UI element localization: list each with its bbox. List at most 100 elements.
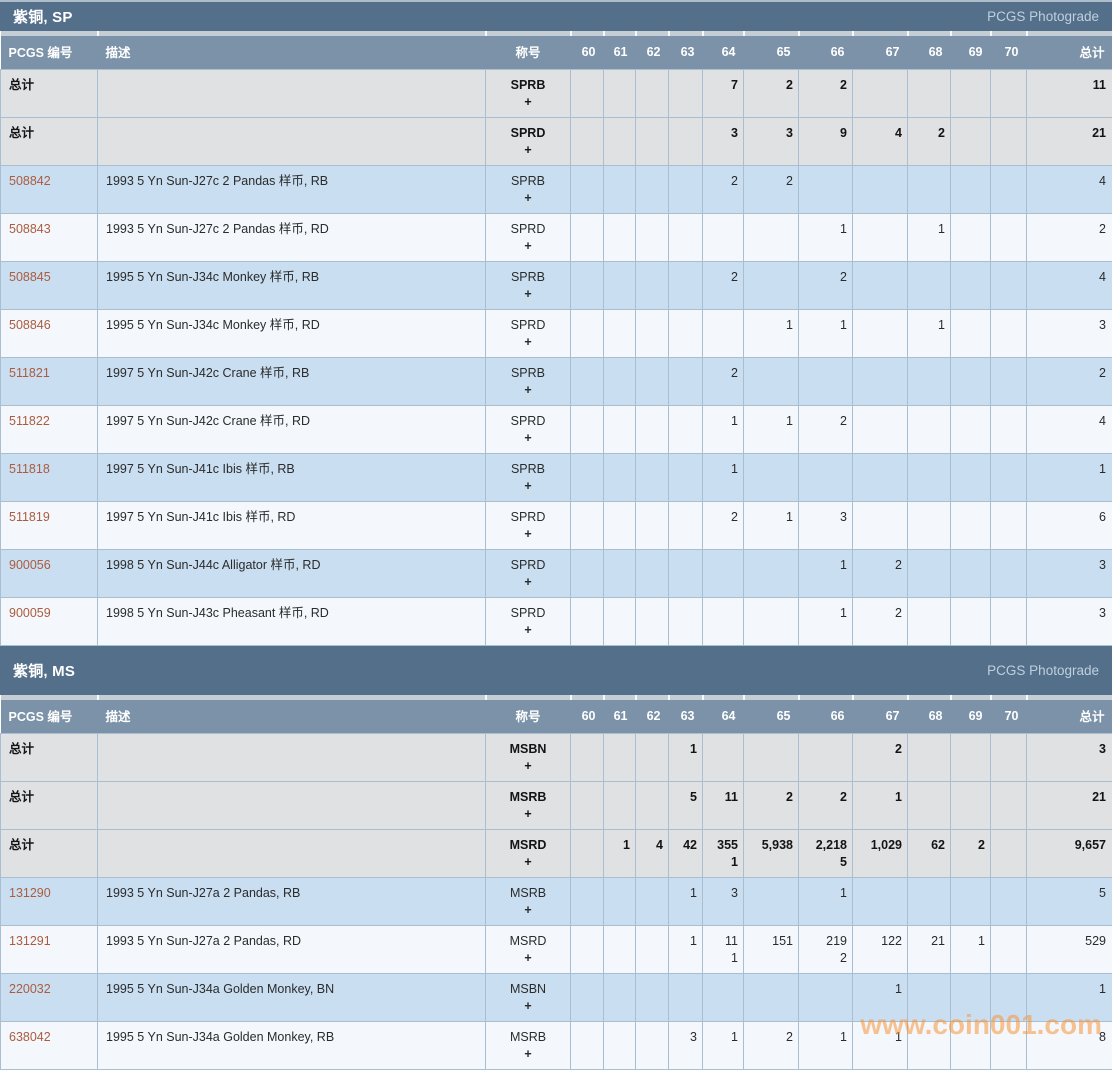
total-row-label: 总计: [9, 126, 34, 140]
table-row: 508845 1995 5 Yn Sun-J34c Monkey 样币, RB SP…: [1, 262, 1112, 310]
grade-count-cell: 7: [703, 70, 744, 118]
description-cell: [98, 782, 486, 830]
grade-count-cell: 1: [799, 310, 853, 358]
designation-label: SPRD: [511, 606, 546, 620]
grade-count-cell: [703, 598, 744, 646]
grade-count-cell: 2: [744, 782, 799, 830]
grade-count-cell: [604, 70, 636, 118]
pcgs-number-link[interactable]: 131291: [9, 934, 51, 948]
designation-label: SPRB: [511, 270, 545, 284]
pcgs-number-link[interactable]: 511818: [9, 462, 50, 476]
pcgs-number-cell: 900056: [1, 550, 98, 598]
pcgs-number-link[interactable]: 511821: [9, 366, 50, 380]
grade-count-cell: [853, 310, 908, 358]
column-header-pcgs-number: PCGS 编号: [1, 36, 98, 70]
designation-cell: MSRB+: [486, 782, 571, 830]
total-row-label: 总计: [9, 838, 34, 852]
grade-count-cell: [604, 878, 636, 926]
row-total-cell: 3: [1027, 310, 1112, 358]
grade-count-cell: [636, 118, 669, 166]
row-total-cell: 21: [1027, 118, 1112, 166]
row-total-cell: 3: [1027, 598, 1112, 646]
description-cell: [98, 734, 486, 782]
pcgs-number-link[interactable]: 511819: [9, 510, 50, 524]
description-cell: 1995 5 Yn Sun-J34c Monkey 样币, RB: [98, 262, 486, 310]
grade-count-cell: 1: [669, 926, 703, 974]
pcgs-number-link[interactable]: 508845: [9, 270, 51, 284]
grade-count-cell: 21: [908, 926, 951, 974]
pcgs-number-link[interactable]: 900056: [9, 558, 51, 572]
grade-count-cell: [991, 166, 1027, 214]
grade-count-cell: [636, 974, 669, 1022]
grade-count-cell: [604, 550, 636, 598]
pcgs-number-link[interactable]: 508842: [9, 174, 51, 188]
grade-count-cell: [908, 166, 951, 214]
grade-count-cell: [703, 310, 744, 358]
pcgs-number-link[interactable]: 511822: [9, 414, 50, 428]
pcgs-number-link[interactable]: 508843: [9, 222, 51, 236]
column-header-total: 总计: [1027, 36, 1112, 70]
pcgs-number-link[interactable]: 220032: [9, 982, 51, 996]
grade-count-cell: [799, 734, 853, 782]
grade-count-cell: [799, 166, 853, 214]
row-total-cell: 6: [1027, 502, 1112, 550]
designation-label: SPRD: [511, 126, 546, 140]
total-row-label: 总计: [9, 78, 34, 92]
pcgs-number-cell: 131291: [1, 926, 98, 974]
pcgs-number-cell: 总计: [1, 782, 98, 830]
description-cell: 1997 5 Yn Sun-J42c Crane 样币, RB: [98, 358, 486, 406]
grade-count-cell: 62: [908, 830, 951, 878]
grade-count-cell: [744, 734, 799, 782]
grade-count-cell: [744, 598, 799, 646]
grade-count-cell: 1: [799, 878, 853, 926]
designation-cell: SPRD+: [486, 310, 571, 358]
grade-count-value: 11: [711, 933, 738, 950]
grade-count-cell: [604, 406, 636, 454]
grade-count-cell: 3: [703, 878, 744, 926]
row-total-cell: 1: [1027, 974, 1112, 1022]
grade-count-cell: [951, 118, 991, 166]
grade-count-cell: [744, 454, 799, 502]
designation-cell: SPRB+: [486, 454, 571, 502]
column-header-description: 描述: [98, 700, 486, 734]
grade-count-cell: [604, 454, 636, 502]
pcgs-number-cell: 511819: [1, 502, 98, 550]
grade-count-cell: [853, 406, 908, 454]
column-header-grade-69: 69: [951, 36, 991, 70]
column-header-total: 总计: [1027, 700, 1112, 734]
pcgs-number-link[interactable]: 638042: [9, 1030, 51, 1044]
pcgs-number-link[interactable]: 131290: [9, 886, 51, 900]
pcgs-number-link[interactable]: 900059: [9, 606, 51, 620]
grade-count-cell: 1: [799, 214, 853, 262]
grade-count-cell: [604, 214, 636, 262]
description-cell: [98, 118, 486, 166]
designation-label: MSRD: [510, 934, 547, 948]
column-header-grade-61: 61: [604, 36, 636, 70]
grade-count-cell: [604, 782, 636, 830]
designation-label: MSBN: [510, 742, 547, 756]
grade-count-cell: [669, 502, 703, 550]
pcgs-number-cell: 508842: [1, 166, 98, 214]
designation-label: SPRB: [511, 366, 545, 380]
pcgs-number-link[interactable]: 508846: [9, 318, 51, 332]
grade-count-cell: [703, 214, 744, 262]
grade-count-cell: [703, 734, 744, 782]
grade-count-cell: 2: [744, 166, 799, 214]
designation-plus: +: [494, 526, 562, 543]
pcgs-number-cell: 508845: [1, 262, 98, 310]
grade-count-cell: [669, 310, 703, 358]
grade-count-value: 355: [711, 837, 738, 854]
grade-count-cell: [991, 262, 1027, 310]
grade-count-cell: 2: [951, 830, 991, 878]
row-total-cell: 21: [1027, 782, 1112, 830]
designation-label: SPRB: [511, 174, 545, 188]
grade-count-cell: [991, 598, 1027, 646]
designation-label: MSRB: [510, 790, 547, 804]
grade-count-cell: 1: [669, 734, 703, 782]
